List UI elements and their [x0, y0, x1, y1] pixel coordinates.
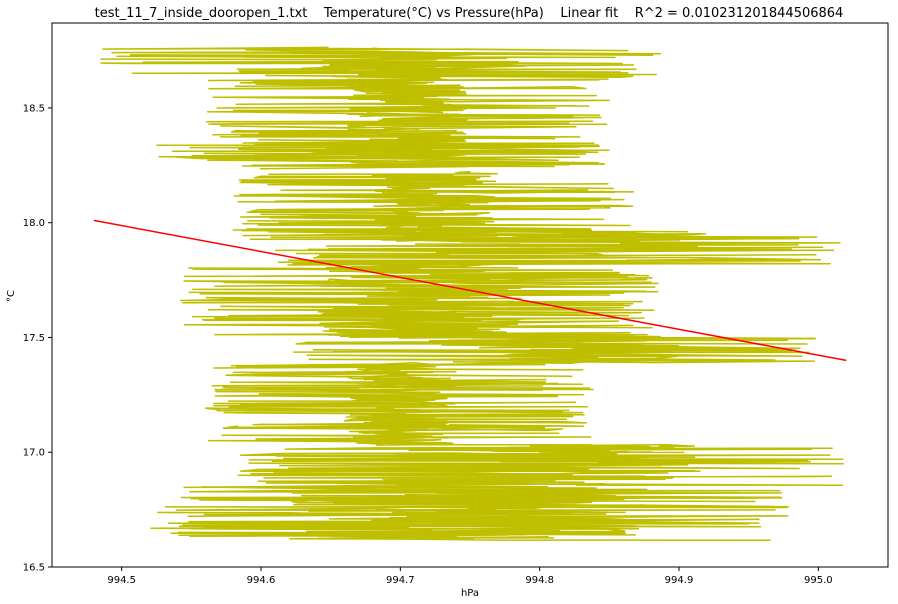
x-tick-label: 994.8: [525, 575, 554, 586]
x-axis-ticks: 994.5 994.6 994.7 994.8 994.9 995.0: [107, 567, 833, 586]
measurement-trace-band: [204, 361, 594, 446]
y-tick-label: 17.0: [23, 448, 45, 459]
measurement-trace-band: [274, 230, 841, 266]
linear-fit-line: [93, 219, 847, 362]
y-axis-label: °C: [6, 290, 17, 302]
chart-title: test_11_7_inside_dooropen_1.txt Temperat…: [95, 6, 844, 21]
measurement-trace-band: [150, 482, 790, 541]
plot-frame: [51, 22, 889, 568]
x-tick-label: 995.0: [804, 575, 833, 586]
measurement-trace-band: [232, 170, 635, 243]
x-tick-label: 994.6: [247, 575, 276, 586]
measurement-trace-band: [237, 444, 845, 486]
data-layer: [93, 46, 847, 541]
x-tick-label: 994.9: [665, 575, 694, 586]
y-tick-label: 17.5: [23, 333, 45, 344]
measurement-trace-band: [156, 143, 599, 160]
y-tick-label: 18.5: [23, 103, 45, 114]
y-axis-ticks: 16.5 17.0 17.5 18.0 18.5: [23, 103, 52, 574]
measurement-trace-band: [179, 263, 661, 339]
x-tick-label: 994.7: [386, 575, 415, 586]
measurement-trace-band: [100, 46, 662, 80]
x-tick-label: 994.5: [107, 575, 136, 586]
y-tick-label: 16.5: [23, 563, 45, 574]
x-axis-label: hPa: [461, 588, 479, 599]
measurement-trace-band: [292, 336, 817, 365]
y-tick-label: 18.0: [23, 218, 45, 229]
